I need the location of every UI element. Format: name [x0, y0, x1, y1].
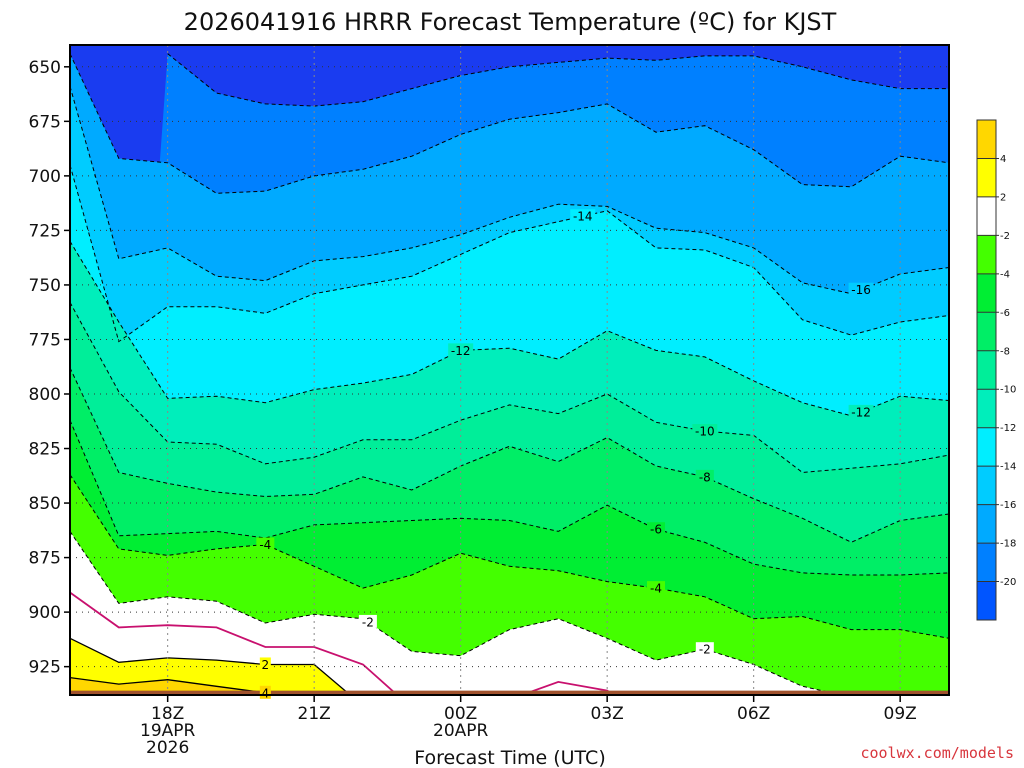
ground-surface: [70, 690, 949, 695]
contour-label-bg: [570, 209, 596, 223]
isotherm-2: [70, 637, 352, 695]
x-tick-label: 00Z: [444, 704, 477, 724]
y-tick-label: 850: [29, 494, 61, 514]
contour-label: -2: [699, 643, 711, 657]
x-tick-label: 03Z: [591, 704, 624, 724]
y-tick-label: 775: [29, 330, 61, 350]
y-tick-label: 925: [29, 658, 61, 678]
isotherm--4: [70, 474, 949, 639]
y-tick-label: 650: [29, 58, 61, 78]
y-tick-label: 900: [29, 603, 61, 623]
x-tick-label: 09Z: [884, 704, 917, 724]
contour-labels: -16 -14 -12 -12 -10 -8 -6 -4 -4 -2 -2 2 4: [256, 209, 874, 700]
contour-label: -8: [699, 470, 711, 484]
contour-label: 2: [262, 658, 270, 672]
grid-lines: [70, 45, 949, 691]
plot-frame: [69, 44, 950, 696]
terrain: [70, 690, 949, 695]
isotherm-0: [70, 591, 616, 695]
isotherm--6: [70, 420, 949, 576]
contour-label: -4: [259, 538, 271, 552]
contour-label-bg: [647, 581, 665, 595]
colorbar-band: [977, 196, 996, 236]
contour-label: -10: [695, 425, 715, 439]
colorbar-tick-label: -10: [1000, 385, 1016, 396]
isotherm--2: [70, 531, 844, 695]
isotherm--18: [70, 53, 949, 194]
colorbar-tick-label: -20: [1000, 577, 1016, 588]
x-tick-label: 06Z: [737, 704, 770, 724]
colorbar-tick-label: 2: [1000, 192, 1006, 203]
isotherm--20: [167, 53, 949, 107]
colorbar-band: [977, 158, 996, 197]
colorbar-band: [977, 273, 996, 313]
colorbar-band: [977, 427, 996, 467]
x-axis-label: Forecast Time (UTC): [414, 747, 605, 768]
y-axis: 650 675 700 725 750 775 800 825 850 875 900 925: [29, 58, 70, 678]
contour-label-bg: [256, 537, 275, 551]
contour-label-bg: [695, 469, 714, 483]
isotherm--16: [70, 86, 949, 295]
colorbar-tick-label: -4: [1000, 269, 1010, 280]
isotherm--8: [70, 367, 949, 543]
temperature-fill-bands: [70, 45, 949, 695]
colorbar-tick-label: -6: [1000, 308, 1010, 319]
contour-label-bg: [259, 657, 271, 671]
contour-label-bg: [448, 343, 474, 357]
colorbar-legend: 4 2 -2 -4 -6 -8 -10 -12 -14 -16 -18 -20: [976, 119, 1016, 621]
colorbar-band: [977, 120, 996, 159]
colorbar-tick-label: -14: [1000, 462, 1016, 473]
contour-label: 4: [262, 686, 270, 700]
contour-label: -12: [451, 344, 471, 358]
y-tick-label: 750: [29, 276, 61, 296]
colorbar-tick-label: -8: [1000, 346, 1010, 357]
contour-label: -2: [362, 615, 374, 629]
x-tick-label: 19APR: [140, 721, 196, 741]
fill-band-above-2: [70, 638, 351, 695]
contour-label-bg: [358, 614, 377, 628]
y-tick-label: 825: [29, 440, 61, 460]
colorbar-tick-label: 4: [1000, 154, 1006, 165]
colorbar-band: [977, 312, 996, 351]
colorbar-tick-label: -12: [1000, 423, 1016, 434]
contour-label: -16: [851, 283, 871, 297]
isotherm--12: [70, 241, 949, 417]
y-tick-label: 700: [29, 167, 61, 187]
contour-label-bg: [647, 522, 665, 536]
contour-label-bg: [259, 685, 271, 699]
colorbar-band: [977, 543, 996, 582]
colorbar-tick-label: -2: [1000, 231, 1010, 242]
colorbar-band: [977, 350, 996, 390]
isotherm--10: [70, 302, 949, 474]
y-tick-label: 875: [29, 549, 61, 569]
y-tick-label: 800: [29, 385, 61, 405]
colorbar-band: [977, 235, 996, 274]
contour-label-bg: [848, 282, 874, 296]
x-tick-label: 18Z: [151, 704, 184, 724]
contour-label: -6: [650, 523, 662, 537]
colorbar-band: [977, 389, 996, 428]
colorbar-frame: [976, 119, 997, 621]
x-tick-label: 21Z: [298, 704, 331, 724]
x-tick-label: 2026: [146, 738, 189, 758]
colorbar-band: [977, 581, 996, 620]
isotherm--14: [70, 164, 949, 343]
colorbar-tick-label: -16: [1000, 500, 1016, 511]
colorbar-band: [977, 504, 996, 544]
contour-label-bg: [695, 642, 714, 656]
colorbar-band: [977, 466, 996, 505]
y-tick-label: 725: [29, 221, 61, 241]
chart-title: 2026041916 HRRR Forecast Temperature (ºC…: [184, 8, 837, 36]
contour-label: -12: [851, 405, 871, 419]
x-tick-label: 20APR: [433, 721, 489, 741]
contour-label: -14: [573, 210, 593, 224]
colorbar-tick-label: -18: [1000, 539, 1016, 550]
credit-text: coolwx.com/models: [860, 744, 1014, 762]
y-tick-label: 675: [29, 112, 61, 132]
contour-label: -4: [650, 582, 662, 596]
contour-label-bg: [692, 424, 718, 438]
contour-label-bg: [848, 404, 874, 418]
